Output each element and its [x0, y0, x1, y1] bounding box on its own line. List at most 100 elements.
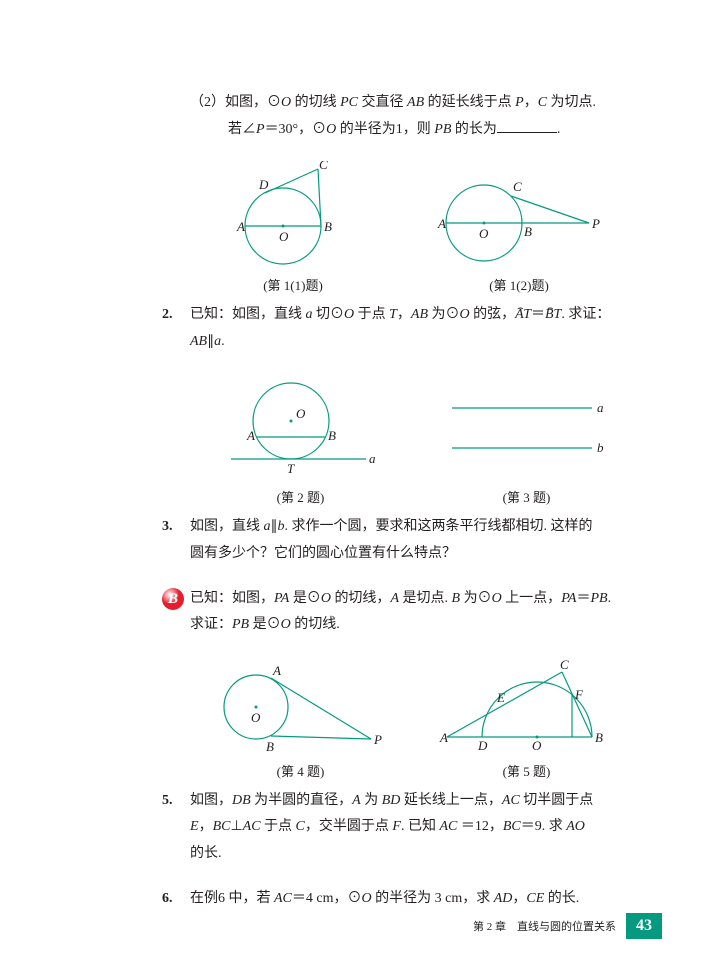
var-PC: PC: [340, 95, 358, 110]
label-O: O: [479, 226, 489, 241]
text: 的弦，: [470, 307, 516, 322]
figure-row-1: A B C D O (第 1(1)题) A B C O P (第 1(2)题): [190, 161, 642, 294]
text: ＝: [577, 591, 591, 606]
text: .: [608, 591, 612, 606]
text: 是⊙: [289, 591, 321, 606]
var-BC: BC: [213, 819, 231, 834]
text: 的半径为 3 cm，求: [372, 891, 494, 906]
text: 延长线上一点，: [400, 793, 502, 808]
text: 如图，⊙: [225, 95, 281, 110]
var-BC: BC: [503, 819, 521, 834]
label-B: B: [524, 224, 532, 239]
label-B: B: [328, 428, 336, 443]
label-T: T: [287, 461, 295, 476]
text: 已知：如图，直线: [190, 307, 306, 322]
text: 于点: [261, 819, 296, 834]
text: 为: [361, 793, 382, 808]
var-AD: AD: [494, 891, 513, 906]
text: ＝4 cm，⊙: [292, 891, 362, 906]
figure-5: A B C D E F O (第 5 题): [432, 657, 622, 780]
page-number: 43: [626, 913, 662, 939]
text: . 求证：: [561, 307, 610, 322]
text: 的长.: [544, 891, 579, 906]
problem-number: 2.: [162, 302, 190, 329]
var-F: F: [392, 819, 401, 834]
fig-1-1-svg: A B C D O: [223, 161, 363, 271]
var-O: O: [344, 307, 354, 322]
figure-1-2: A B C O P (第 1(2)题): [429, 161, 609, 294]
text: 切半圆于点: [520, 793, 594, 808]
text: ∥: [271, 519, 278, 534]
label-B: B: [266, 739, 274, 754]
text: 是⊙: [249, 617, 281, 632]
label-b: b: [597, 440, 604, 455]
label-E: E: [496, 690, 505, 705]
label-D: D: [477, 738, 488, 753]
var-O: O: [281, 95, 291, 110]
var-AC: AC: [274, 891, 292, 906]
label-A: A: [246, 428, 255, 443]
var-AC: AC: [243, 819, 261, 834]
problem-6: 6.在例6 中，若 AC＝4 cm，⊙O 的半径为 3 cm，求 AD，CE 的…: [190, 886, 642, 913]
fig-2-svg: A B O T a: [221, 373, 381, 483]
text: 的长.: [190, 846, 222, 861]
var-AB: AB: [407, 95, 424, 110]
var-P: P: [256, 122, 265, 137]
text: 的切线: [291, 95, 340, 110]
text: . 已知: [401, 819, 440, 834]
text: 已知：如图，: [190, 591, 274, 606]
var-DB: DB: [232, 793, 251, 808]
text: 如图，: [190, 793, 232, 808]
blank-fill[interactable]: [497, 119, 557, 133]
problem-3: 3.如图，直线 a∥b. 求作一个圆，要求和这两条平行线都相切. 这样的 圆有多…: [190, 514, 642, 567]
label-P: P: [591, 216, 600, 231]
label-A: A: [439, 730, 448, 745]
problem-number: 5.: [162, 788, 190, 815]
text: 的半径为1，则: [336, 122, 434, 137]
var-A: A: [352, 793, 361, 808]
label-a: a: [369, 451, 376, 466]
figure-1-1: A B C D O (第 1(1)题): [223, 161, 363, 294]
fig-3-svg: a b: [442, 373, 612, 483]
var-AC: AC: [502, 793, 520, 808]
label-B: B: [324, 219, 332, 234]
label-O: O: [296, 406, 306, 421]
sub-number: （2）: [190, 90, 225, 117]
var-a: a: [306, 307, 313, 322]
text: 为半圆的直径，: [251, 793, 353, 808]
var-PA: PA: [274, 591, 289, 606]
figure-4: A B O P (第 4 题): [211, 657, 391, 780]
text: 交直径: [358, 95, 407, 110]
text: ⊥: [230, 819, 242, 834]
var-E: E: [190, 819, 199, 834]
var-A: A: [390, 591, 399, 606]
text: 求证：: [190, 617, 232, 632]
text: 的长为: [451, 122, 497, 137]
text: 在例6 中，若: [190, 891, 274, 906]
var-C: C: [296, 819, 305, 834]
caption-3: (第 3 题): [442, 487, 612, 506]
text: ，: [524, 95, 538, 110]
problem-4: 4.已知：如图，PA 是⊙O 的切线，A 是切点. B 为⊙O 上一点，PA＝P…: [190, 586, 642, 639]
text: . 求作一个圆，要求和这两条平行线都相切. 这样的: [285, 519, 593, 534]
var-AB: AB: [411, 307, 428, 322]
var-a: a: [264, 519, 271, 534]
var-B: B: [452, 591, 461, 606]
page-content: （2）如图，⊙O 的切线 PC 交直径 AB 的延长线于点 P，C 为切点. 若…: [0, 0, 702, 912]
label-F: F: [574, 687, 584, 702]
label-O: O: [279, 229, 289, 244]
figure-row-2: A B O T a (第 2 题) a b (第 3 题): [190, 373, 642, 506]
text: ＝: [531, 307, 545, 322]
caption-4: (第 4 题): [211, 761, 391, 780]
badge-b-icon: B: [162, 588, 184, 610]
text: 的切线，: [331, 591, 391, 606]
label-P: P: [373, 732, 382, 747]
var-O: O: [362, 891, 372, 906]
text: ，: [397, 307, 411, 322]
caption-1-2: (第 1(2)题): [429, 275, 609, 294]
var-P: P: [515, 95, 524, 110]
figure-row-3: A B O P (第 4 题) A B C D E F O: [190, 657, 642, 780]
problem-number: 6.: [162, 886, 190, 913]
var-O: O: [492, 591, 502, 606]
label-A: A: [236, 219, 245, 234]
